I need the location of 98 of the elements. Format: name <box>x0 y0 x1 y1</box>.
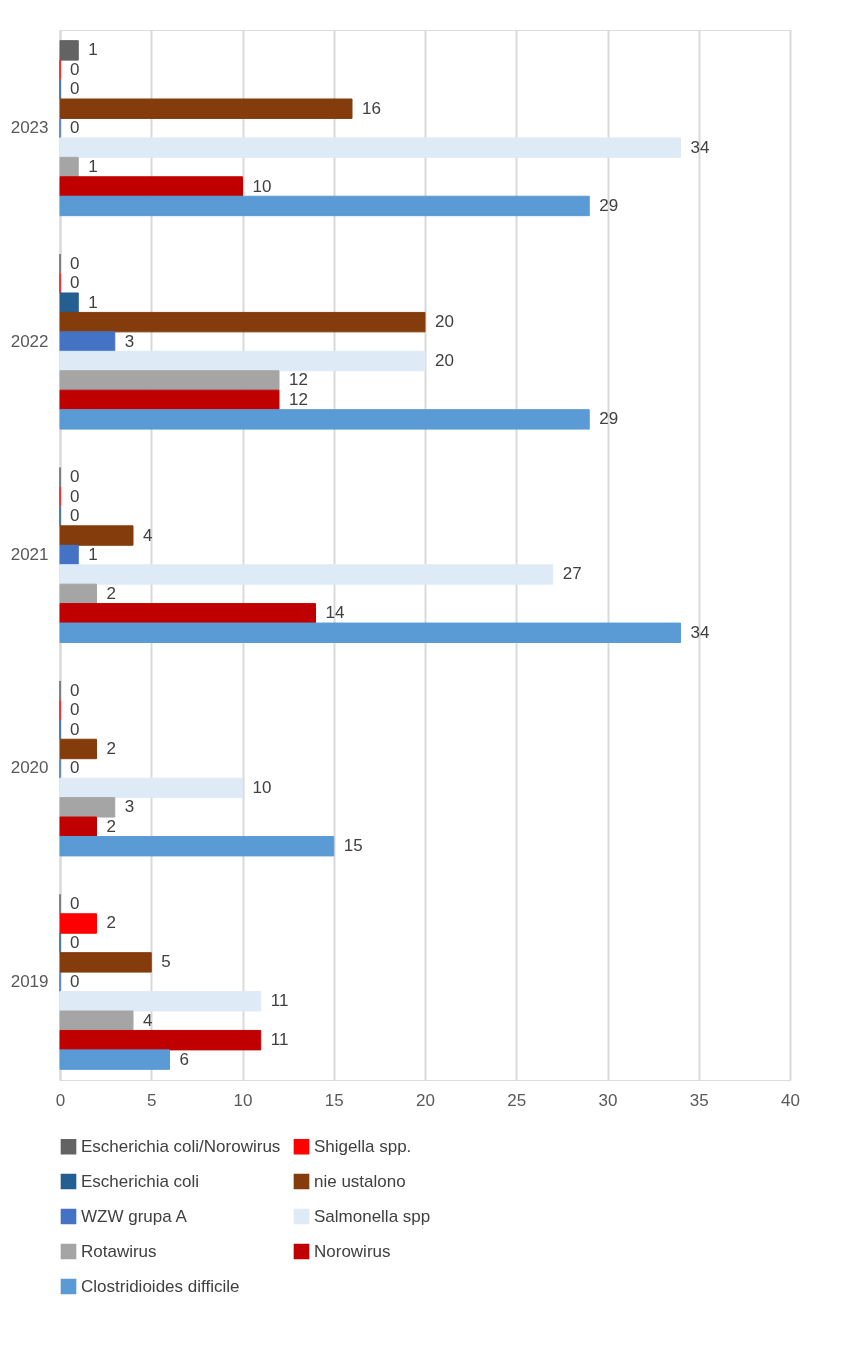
bar <box>59 331 116 352</box>
bar <box>59 98 353 119</box>
data-label: 6 <box>179 1049 189 1069</box>
data-label: 16 <box>362 98 381 118</box>
bar <box>59 738 97 760</box>
data-label: 2 <box>106 738 116 758</box>
bar <box>59 564 554 585</box>
bar <box>59 603 316 624</box>
data-label: 10 <box>252 176 272 196</box>
data-label: 2 <box>106 583 116 603</box>
data-label: 2 <box>106 816 116 836</box>
y-tick-label: 2019 <box>10 971 49 991</box>
bar <box>59 583 97 605</box>
data-label: 2 <box>106 913 116 933</box>
data-label: 0 <box>70 486 80 506</box>
bar <box>59 952 152 973</box>
data-label: 0 <box>70 79 80 99</box>
x-tick-label: 35 <box>689 1090 709 1110</box>
x-tick-label: 20 <box>416 1090 435 1110</box>
bar <box>59 195 590 217</box>
y-tick-label: 2020 <box>10 758 49 778</box>
x-tick-label: 5 <box>147 1090 157 1110</box>
data-label: 34 <box>690 137 710 157</box>
bar <box>59 350 426 372</box>
data-label: 12 <box>289 370 308 390</box>
x-tick-label: 30 <box>598 1090 618 1110</box>
bar <box>59 1010 134 1031</box>
bar <box>59 1029 262 1051</box>
x-tick-label: 25 <box>507 1090 527 1110</box>
data-label: 0 <box>70 932 80 952</box>
data-label: 1 <box>88 157 98 177</box>
bar <box>59 913 97 934</box>
data-label: 0 <box>70 700 80 720</box>
data-label: 27 <box>562 564 582 584</box>
data-label: 0 <box>70 894 80 914</box>
data-label: 1 <box>88 292 98 312</box>
legend-label: Escherichia coli/Norowirus <box>81 1136 281 1156</box>
y-tick-label: 2023 <box>10 118 49 138</box>
data-label: 0 <box>70 253 80 273</box>
bar <box>59 991 262 1012</box>
bar <box>59 176 243 197</box>
bar <box>59 156 79 178</box>
x-tick-label: 0 <box>55 1090 66 1110</box>
bar <box>59 525 134 546</box>
data-label: 10 <box>252 777 272 797</box>
data-label: 12 <box>289 389 308 409</box>
data-label: 3 <box>124 331 135 351</box>
bar <box>59 777 243 799</box>
data-label: 5 <box>161 952 171 972</box>
legend-label: Clostridioides difficile <box>81 1276 240 1296</box>
data-label: 0 <box>70 758 80 778</box>
bar <box>59 40 79 61</box>
data-label: 20 <box>435 351 454 371</box>
legend-label: nie ustalono <box>314 1171 406 1191</box>
legend-label: Norowirus <box>314 1241 391 1261</box>
bar <box>59 370 280 391</box>
data-label: 3 <box>124 797 135 817</box>
data-label: 1 <box>88 40 98 60</box>
bar <box>59 311 426 333</box>
bar <box>59 622 681 643</box>
bar <box>59 797 116 818</box>
data-label: 1 <box>88 545 98 564</box>
bar <box>59 835 335 857</box>
data-label: 0 <box>70 506 80 526</box>
data-label: 34 <box>690 622 710 642</box>
data-label: 0 <box>70 273 80 293</box>
bar <box>59 137 681 158</box>
data-label: 0 <box>70 719 80 739</box>
data-label: 15 <box>343 836 363 856</box>
legend-label: Escherichia coli <box>81 1171 200 1191</box>
data-label: 0 <box>70 118 80 138</box>
bar <box>59 816 97 837</box>
data-label: 4 <box>143 525 153 545</box>
bar <box>59 409 590 430</box>
data-label: 11 <box>270 991 289 1011</box>
data-label: 0 <box>70 59 80 79</box>
bar <box>59 292 79 313</box>
x-tick-label: 15 <box>324 1090 344 1110</box>
bar <box>59 544 79 566</box>
bar <box>59 1049 170 1070</box>
bar <box>59 389 280 411</box>
data-label: 29 <box>599 195 619 215</box>
data-label: 0 <box>70 467 80 487</box>
legend-label: Salmonella spp <box>314 1206 431 1226</box>
y-tick-label: 2021 <box>10 545 49 564</box>
legend-label: Rotawirus <box>81 1241 157 1261</box>
data-label: 0 <box>70 680 80 700</box>
data-label: 4 <box>143 1010 153 1030</box>
data-label: 20 <box>435 312 454 332</box>
data-label: 11 <box>270 1030 289 1050</box>
data-label: 14 <box>325 603 345 623</box>
y-tick-label: 2022 <box>10 331 49 351</box>
x-tick-label: 10 <box>233 1090 253 1110</box>
legend-label: WZW grupa A <box>81 1206 188 1226</box>
legend-label: Shigella spp. <box>314 1136 412 1156</box>
data-label: 0 <box>70 971 80 991</box>
x-tick-label: 40 <box>781 1090 800 1110</box>
data-label: 29 <box>599 409 619 429</box>
